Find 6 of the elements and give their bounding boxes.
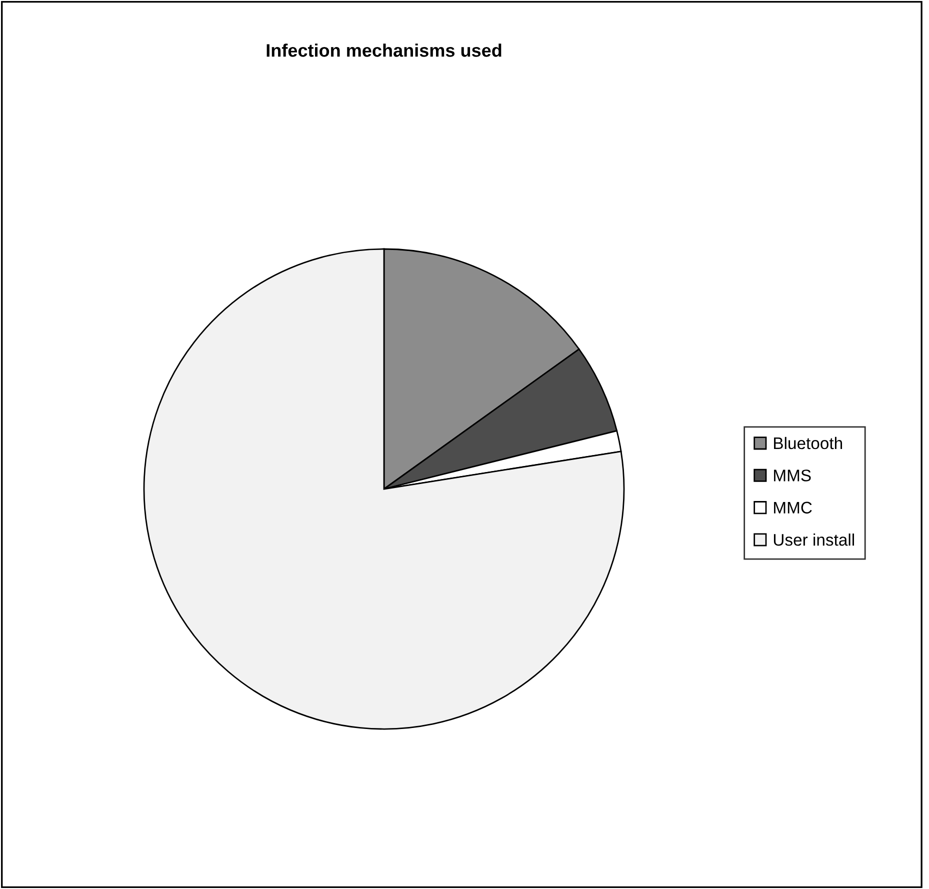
legend-label: MMS (774, 470, 811, 482)
pie-slice (143, 248, 625, 730)
legend-label: MMC (774, 502, 812, 514)
chart-title: Infection mechanisms used (266, 44, 502, 57)
legend-label: User install (774, 534, 854, 546)
legend-label: Bluetooth (774, 436, 842, 450)
